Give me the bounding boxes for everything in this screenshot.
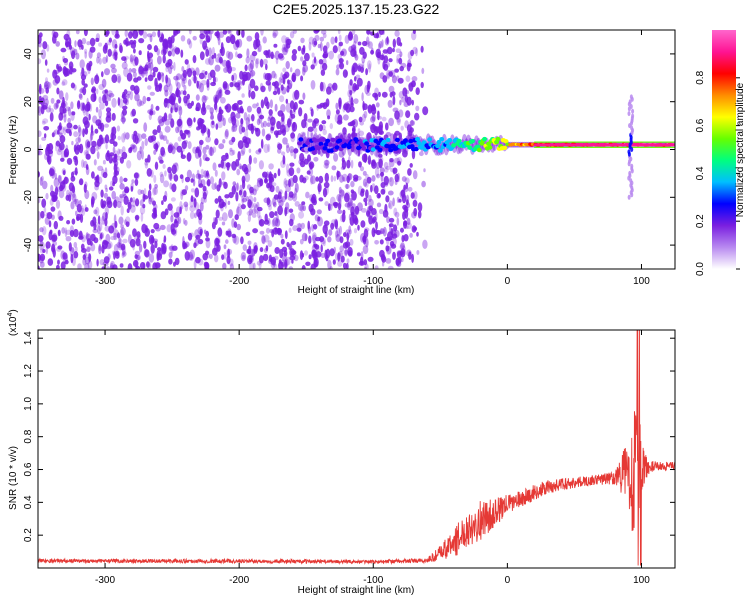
snr-y-tick-label: 0.6	[23, 462, 34, 476]
snr-y-tick-label: 0.4	[23, 495, 34, 509]
spectrogram-y-tick-label: -40	[23, 237, 34, 252]
spectrogram-x-tick-label: 100	[633, 276, 650, 287]
snr-x-tick-label: 100	[633, 575, 650, 586]
figure-title: C2E5.2025.137.15.23.G22	[273, 1, 440, 17]
colorbar: 0.0 0.2 0.4 0.6 0.8 Normalized spectral ampl…	[695, 30, 746, 276]
snr-y-tick-label: 1.4	[23, 331, 34, 345]
spectrogram-y-tick-label: 20	[23, 96, 34, 108]
spectrogram-heatmap	[38, 30, 675, 269]
colorbar-tick-label: 0.4	[695, 166, 706, 180]
snr-series-line	[38, 330, 675, 566]
snr-y-axis-label: SNR (10 * v/v)	[8, 446, 19, 510]
snr-plot-area	[38, 330, 675, 568]
snr-x-axis-label: Height of straight line (km)	[298, 585, 415, 596]
snr-frame	[37, 329, 676, 569]
snr-y-tick-label: 0.8	[23, 429, 34, 443]
spectrogram-x-tick-label: -200	[229, 276, 249, 287]
spectrogram-x-tick-label: 0	[505, 276, 511, 287]
colorbar-tick-label: 0.0	[695, 262, 706, 276]
spectrogram-y-tick-label: 0	[23, 146, 34, 152]
spectrogram-y-tick-label: -20	[23, 190, 34, 205]
spectrogram-x-axis-label: Height of straight line (km)	[298, 285, 415, 296]
spectrogram-x-tick-label: -300	[95, 276, 115, 287]
snr-x-tick-label: -100	[363, 575, 383, 586]
colorbar-scale	[712, 30, 736, 269]
spectrogram-y-tick-label: 40	[23, 48, 34, 60]
snr-panel: -300 -200 -100 0 100 0.2 0.4 0.6 0.8 1.0 1.2 1.4 He…	[7, 309, 676, 596]
spectrogram-x-tick-label: -100	[363, 276, 383, 287]
colorbar-tick-label: 0.2	[695, 214, 706, 228]
colorbar-tick-label: 0.6	[695, 118, 706, 132]
snr-y-tick-label: 0.2	[23, 528, 34, 542]
snr-ticks: -300 -200 -100 0 100 0.2 0.4 0.6 0.8 1.0 1.2 1.4	[23, 330, 675, 586]
spectrogram-y-axis-label: Frequency (Hz)	[8, 116, 19, 185]
snr-x-tick-label: -200	[229, 575, 249, 586]
snr-x-tick-label: 0	[505, 575, 511, 586]
snr-scale-factor: (x104)	[7, 309, 19, 336]
snr-y-tick-label: 1.2	[23, 364, 34, 378]
colorbar-tick-label: 0.8	[695, 70, 706, 84]
snr-x-tick-label: -300	[95, 575, 115, 586]
colorbar-label: Normalized spectral amplitude	[735, 82, 746, 217]
colorbar-ticks: 0.0 0.2 0.4 0.6 0.8	[695, 70, 740, 276]
snr-y-tick-label: 1.0	[23, 396, 34, 410]
